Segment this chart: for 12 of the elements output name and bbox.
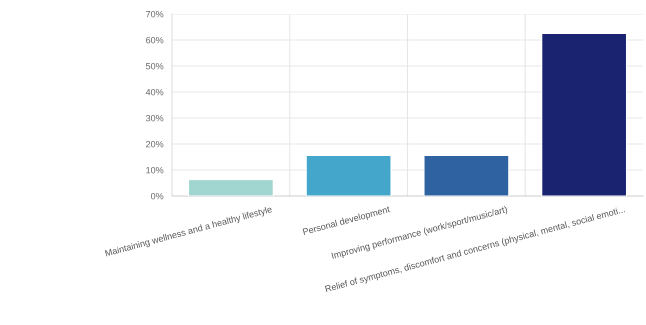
y-tick-label: 40% xyxy=(146,88,164,96)
y-tick-label: 60% xyxy=(146,36,164,44)
bar xyxy=(423,154,510,196)
y-tick-label: 0% xyxy=(150,192,164,200)
y-tick-label: 10% xyxy=(146,166,164,174)
bar xyxy=(306,154,392,196)
bar xyxy=(188,179,274,196)
y-tick-label: 30% xyxy=(146,114,164,122)
bar xyxy=(541,32,628,196)
y-tick-label: 70% xyxy=(146,10,164,18)
y-tick-label: 50% xyxy=(146,62,164,70)
y-tick-label: 20% xyxy=(146,140,164,148)
